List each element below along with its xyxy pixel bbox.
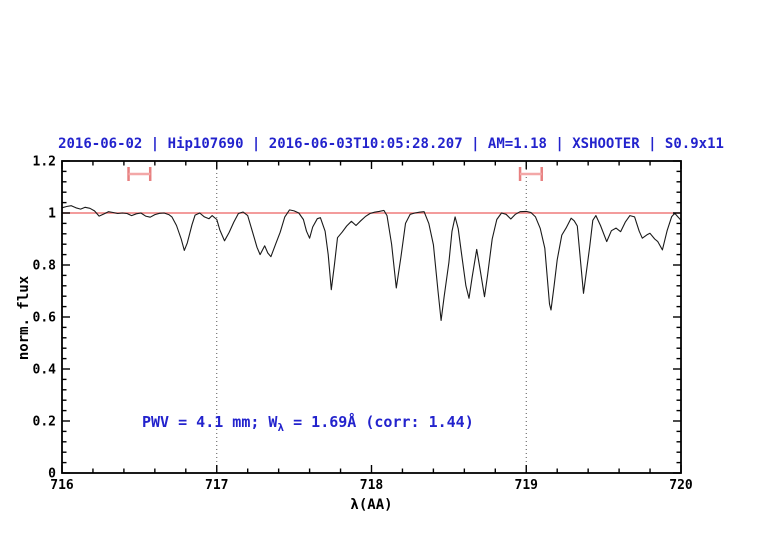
plot-title: 2016-06-02 | Hip107690 | 2016-06-03T10:0… <box>58 136 724 152</box>
x-tick-label: 716 <box>50 478 74 493</box>
y-tick-label: 1 <box>48 207 56 222</box>
pwv-annotation-lambda-subscript: λ <box>277 421 285 434</box>
y-tick-label: 0.4 <box>33 363 57 378</box>
pwv-annotation-value: = 1.69Å (corr: 1.44) <box>284 413 474 431</box>
y-tick-label: 0.8 <box>33 259 57 274</box>
x-tick-label: 719 <box>515 478 538 493</box>
x-axis-label: λ(AA) <box>350 497 393 513</box>
pwv-annotation: PWV = 4.1 mm; Wλ = 1.69Å (corr: 1.44) <box>142 413 474 434</box>
x-tick-label: 718 <box>360 478 384 493</box>
y-tick-label: 0.6 <box>33 311 57 326</box>
y-axis-label: norm. flux <box>16 275 32 361</box>
x-tick-label: 717 <box>205 478 228 493</box>
y-tick-label: 1.2 <box>33 155 56 170</box>
pwv-annotation-text: PWV = 4.1 mm; W <box>142 413 278 431</box>
x-tick-label: 720 <box>669 478 693 493</box>
y-tick-label: 0.2 <box>33 415 56 430</box>
y-tick-label: 0 <box>48 467 56 482</box>
spectrum-line <box>61 205 682 321</box>
